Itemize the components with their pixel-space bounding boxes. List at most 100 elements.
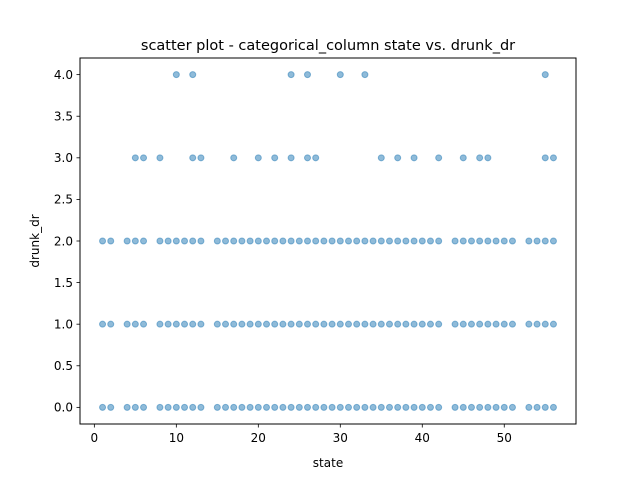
scatter-point	[435, 320, 443, 328]
scatter-point	[402, 320, 410, 328]
scatter-point	[492, 320, 500, 328]
scatter-point	[279, 237, 287, 245]
scatter-point	[459, 403, 467, 411]
scatter-point	[541, 403, 549, 411]
x-tick-label: 10	[169, 431, 184, 445]
scatter-point	[304, 237, 311, 245]
scatter-point	[213, 403, 221, 411]
scatter-point	[426, 320, 434, 328]
scatter-point	[361, 320, 369, 328]
scatter-point	[295, 403, 303, 411]
scatter-point	[533, 403, 541, 411]
scatter-point	[410, 403, 418, 411]
scatter-point	[295, 320, 303, 328]
points-layer	[99, 71, 557, 411]
y-tick-label: 2.5	[54, 193, 73, 207]
scatter-point	[533, 320, 541, 328]
scatter-point	[508, 320, 516, 328]
scatter-point	[410, 237, 418, 245]
scatter-point	[369, 403, 377, 411]
scatter-point	[279, 403, 287, 411]
scatter-point	[140, 237, 148, 245]
scatter-point	[336, 71, 344, 79]
scatter-point	[123, 403, 131, 411]
scatter-point	[484, 403, 492, 411]
y-tick-label: 2.0	[54, 234, 73, 248]
scatter-point	[476, 320, 484, 328]
scatter-point	[287, 71, 295, 79]
scatter-point	[222, 403, 230, 411]
scatter-point	[435, 237, 443, 245]
scatter-point	[279, 320, 287, 328]
scatter-point	[254, 320, 262, 328]
scatter-point	[467, 320, 475, 328]
scatter-point	[385, 237, 393, 245]
scatter-point	[197, 403, 205, 411]
scatter-point	[263, 403, 271, 411]
scatter-point	[500, 237, 508, 245]
scatter-point	[426, 403, 434, 411]
scatter-point	[500, 403, 508, 411]
scatter-point	[476, 403, 484, 411]
scatter-point	[312, 237, 320, 245]
scatter-point	[140, 154, 148, 162]
scatter-point	[369, 320, 377, 328]
scatter-point	[418, 237, 426, 245]
scatter-point	[164, 403, 172, 411]
scatter-point	[254, 237, 262, 245]
chart-title: scatter plot - categorical_column state …	[141, 38, 515, 54]
scatter-point	[271, 237, 279, 245]
scatter-point	[369, 237, 377, 245]
scatter-point	[451, 320, 459, 328]
x-tick-label: 50	[497, 431, 512, 445]
scatter-point	[459, 237, 467, 245]
y-tick-label: 3.0	[54, 151, 73, 165]
scatter-point	[533, 237, 541, 245]
scatter-point	[263, 320, 271, 328]
scatter-point	[492, 403, 500, 411]
scatter-point	[541, 320, 549, 328]
scatter-point	[287, 237, 295, 245]
scatter-point	[336, 237, 344, 245]
scatter-point	[140, 320, 148, 328]
scatter-point	[131, 154, 139, 162]
scatter-point	[328, 320, 336, 328]
scatter-point	[353, 320, 361, 328]
scatter-point	[361, 237, 369, 245]
scatter-point	[230, 320, 238, 328]
scatter-point	[377, 403, 385, 411]
scatter-point	[525, 320, 533, 328]
scatter-point	[336, 403, 344, 411]
scatter-point	[107, 320, 115, 328]
scatter-point	[377, 154, 385, 162]
y-tick-label: 1.0	[54, 317, 73, 331]
scatter-point	[99, 237, 107, 245]
scatter-point	[549, 320, 557, 328]
scatter-point	[336, 320, 344, 328]
scatter-point	[508, 237, 516, 245]
scatter-point	[345, 320, 352, 328]
x-tick-label: 30	[333, 431, 348, 445]
scatter-point	[230, 403, 238, 411]
scatter-point	[304, 71, 311, 79]
scatter-point	[123, 237, 131, 245]
scatter-point	[549, 403, 557, 411]
scatter-point	[320, 320, 328, 328]
scatter-point	[123, 320, 131, 328]
scatter-point	[451, 403, 459, 411]
scatter-point	[345, 403, 352, 411]
y-tick-label: 1.5	[54, 276, 73, 290]
scatter-point	[402, 237, 410, 245]
scatter-point	[394, 320, 402, 328]
scatter-point	[304, 154, 311, 162]
scatter-point	[410, 154, 418, 162]
scatter-point	[541, 237, 549, 245]
x-tick-label: 40	[415, 431, 430, 445]
scatter-point	[385, 320, 393, 328]
scatter-point	[181, 320, 189, 328]
scatter-point	[197, 320, 205, 328]
scatter-point	[107, 237, 115, 245]
scatter-point	[189, 237, 197, 245]
